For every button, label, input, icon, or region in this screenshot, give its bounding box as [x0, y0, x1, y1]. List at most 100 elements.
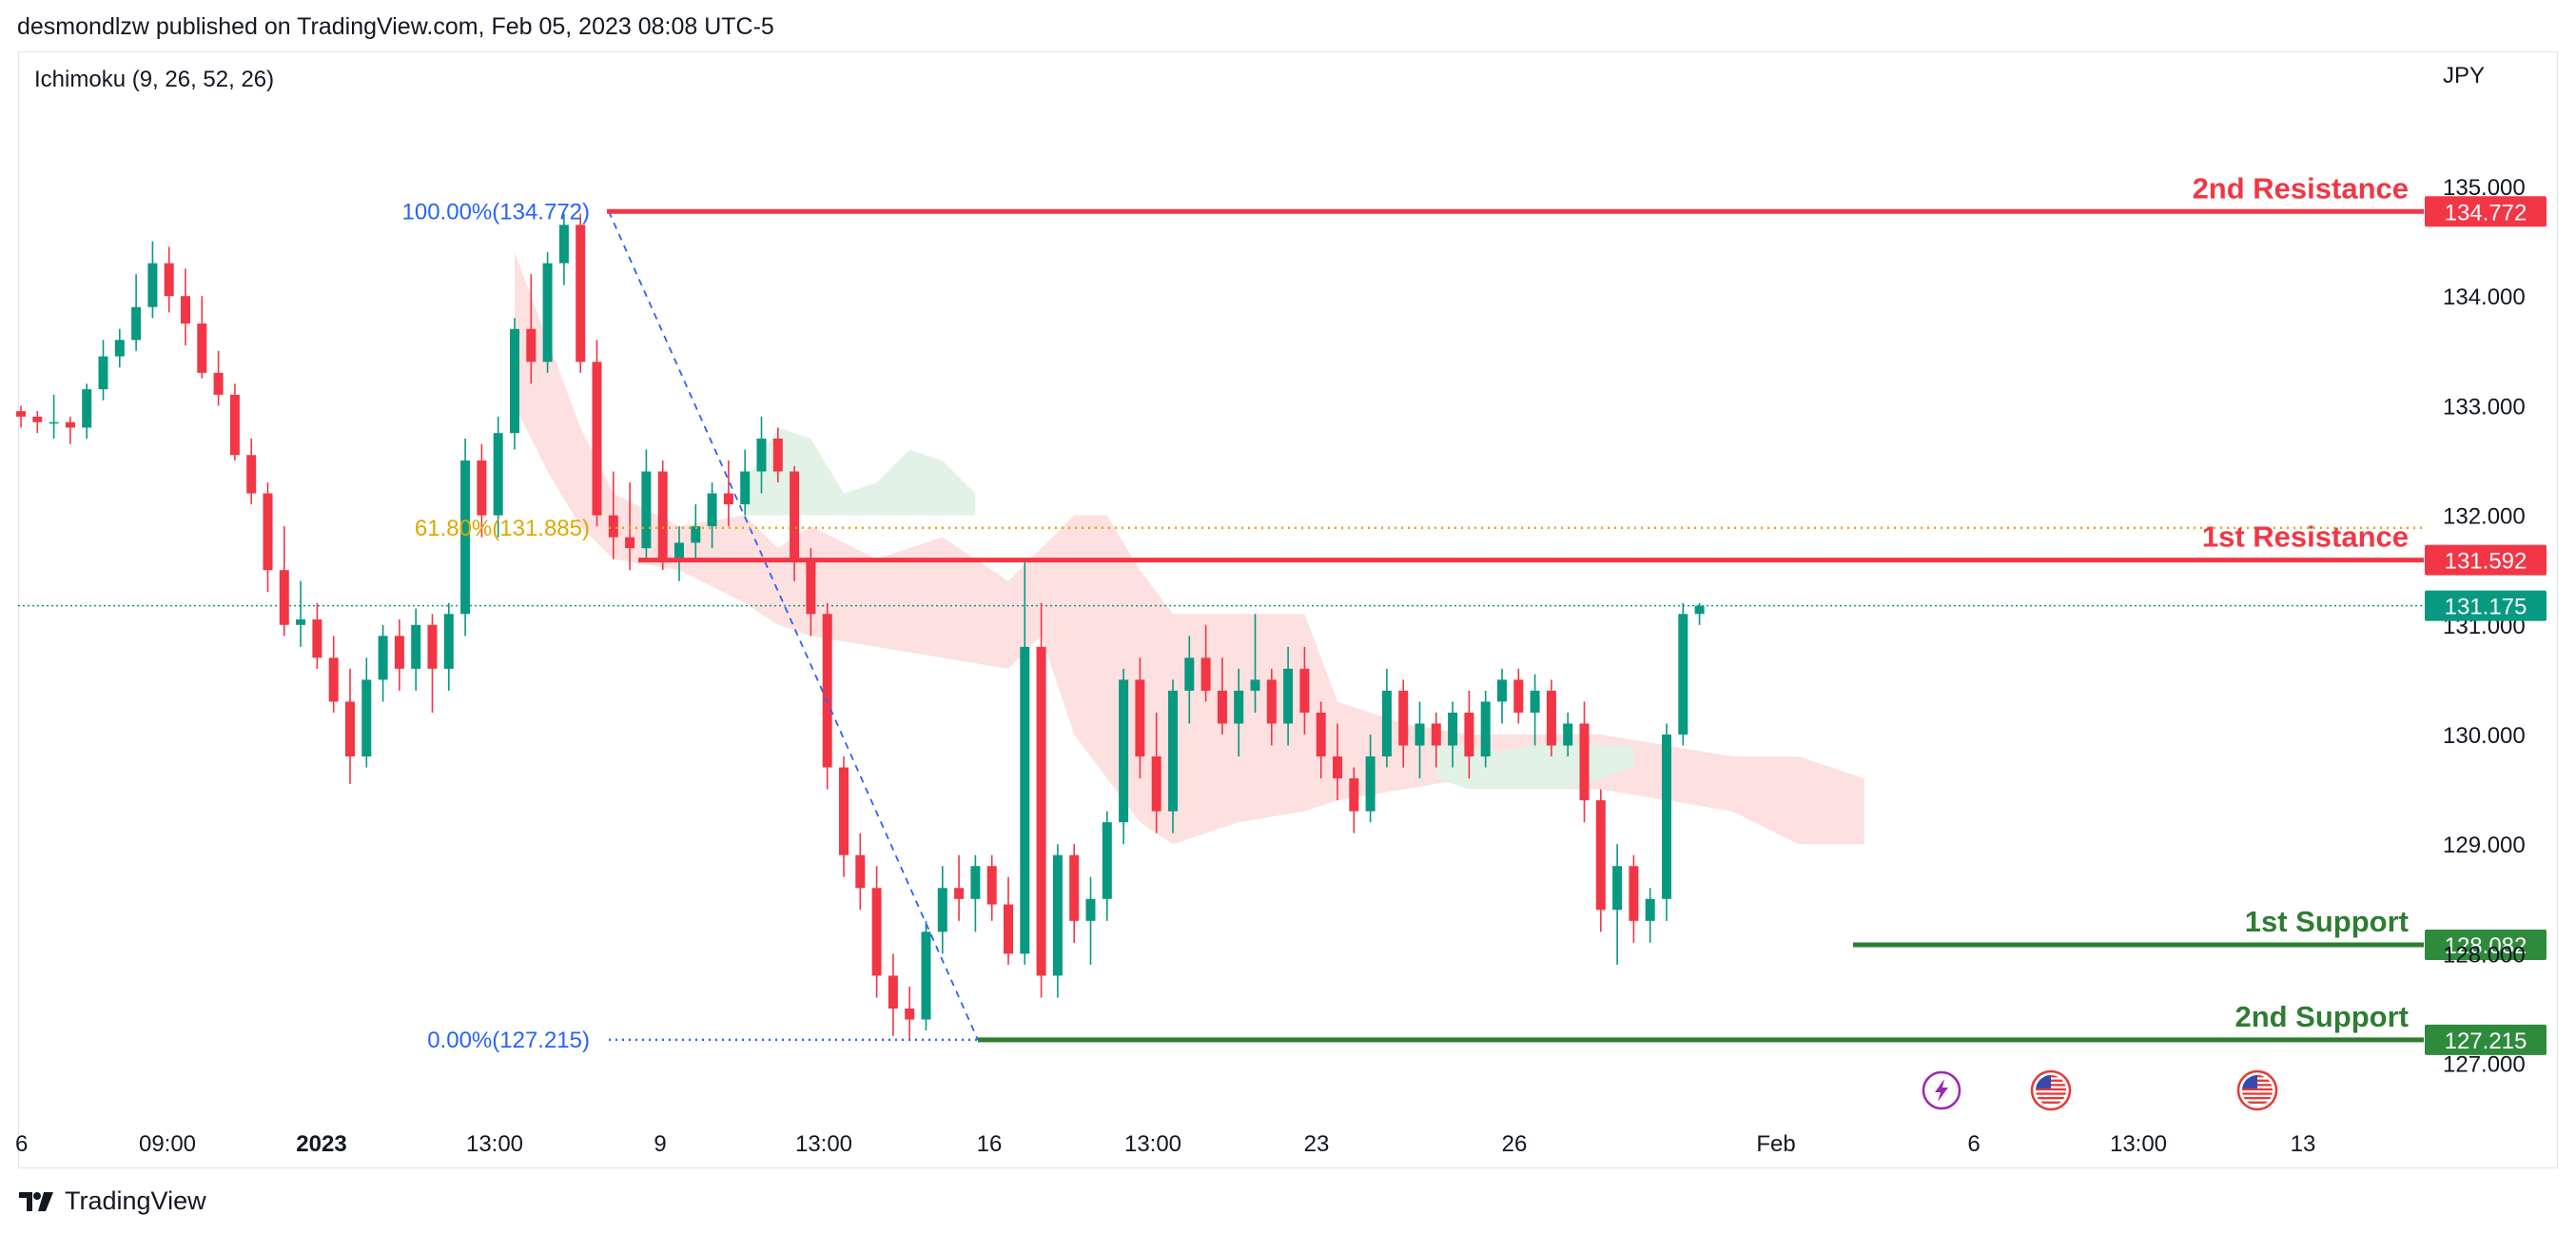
- candle-body: [263, 493, 273, 571]
- lightning-shape: [1935, 1079, 1948, 1102]
- candle-body: [147, 263, 158, 307]
- candle-body: [806, 559, 816, 615]
- level-price-badge: [2425, 196, 2547, 227]
- candle-body: [986, 866, 997, 905]
- candle-body: [1266, 679, 1277, 724]
- candle-body: [510, 328, 519, 434]
- price-tick-label: 127.000: [2443, 1052, 2526, 1078]
- candle-body: [772, 438, 783, 472]
- candle-body: [246, 455, 257, 494]
- kumo-bearish-3: [515, 252, 1864, 845]
- candle-body: [181, 296, 190, 323]
- candle-body: [328, 657, 339, 702]
- price-tick-label: 133.000: [2443, 394, 2526, 420]
- candle-body: [1381, 690, 1392, 757]
- candle-body: [1135, 679, 1145, 757]
- candle-body: [378, 636, 388, 680]
- indicator-legend[interactable]: Ichimoku (9, 26, 52, 26): [34, 67, 275, 92]
- time-tick-label: 13:00: [1124, 1131, 1181, 1157]
- candle-body: [937, 888, 947, 932]
- candle-body: [625, 537, 635, 549]
- chart-frame[interactable]: [18, 51, 2558, 1168]
- candle-body: [1579, 723, 1590, 801]
- candle-body: [427, 624, 438, 669]
- time-tick-label: 6: [1967, 1131, 1980, 1157]
- us-flag-event-icon[interactable]: [2030, 1069, 2072, 1111]
- candle-body: [16, 411, 26, 417]
- time-tick-label: 26: [1502, 1131, 1528, 1157]
- candle-body: [114, 340, 125, 357]
- time-tick-label: 13:00: [466, 1131, 523, 1157]
- candle-body: [674, 542, 684, 559]
- flag-stripe: [2036, 1088, 2066, 1091]
- candle-body: [1530, 690, 1540, 713]
- fibonacci-retracement: 100.00%(134.772) 61.80%(131.885) 0.00%(127…: [402, 199, 2424, 1053]
- lightning-event-icon[interactable]: [1922, 1070, 1961, 1110]
- time-tick-label: Feb: [1756, 1131, 1795, 1157]
- price-tick-label: 134.000: [2443, 284, 2526, 310]
- flag-stripe: [2242, 1101, 2273, 1104]
- candle-body: [361, 679, 372, 757]
- time-tick-label: 23: [1304, 1131, 1330, 1157]
- candle-body: [1085, 898, 1096, 921]
- price-tick-label: 132.000: [2443, 504, 2526, 530]
- candle-body: [1316, 712, 1326, 757]
- candle-body: [98, 356, 108, 390]
- flag-stripe: [2242, 1092, 2273, 1095]
- price-tick-label: 128.000: [2443, 942, 2526, 968]
- candle-body: [1184, 657, 1195, 691]
- event-markers[interactable]: [1922, 1069, 2278, 1111]
- candle-body: [954, 888, 965, 899]
- flag-stripe: [2036, 1092, 2066, 1095]
- candle-body: [1415, 723, 1425, 746]
- candle-body: [345, 701, 355, 757]
- level-title: 1st Support: [2245, 905, 2409, 938]
- support-resistance-levels: 2nd Resistance 134.772 1st Resistance 131.5…: [607, 171, 2547, 1055]
- candle-body: [608, 515, 618, 538]
- candle-body: [1448, 712, 1458, 746]
- candle-body: [790, 471, 800, 559]
- currency-label: JPY: [2443, 63, 2486, 88]
- time-tick-label: 13:00: [795, 1131, 852, 1157]
- candle-body: [1513, 679, 1524, 713]
- candles: [16, 213, 1705, 1040]
- candle-body: [1563, 723, 1573, 746]
- tradingview-footer[interactable]: TradingView: [19, 1186, 206, 1216]
- us-flag-event-icon[interactable]: [2236, 1069, 2278, 1111]
- candle-body: [1250, 679, 1260, 691]
- candle-body: [1480, 701, 1491, 757]
- candle-body: [65, 421, 75, 428]
- fib-label: 100.00%(134.772): [402, 199, 590, 225]
- time-tick-label: 16: [977, 1131, 1003, 1157]
- candle-body: [576, 225, 586, 363]
- candle-body: [229, 394, 240, 456]
- time-axis[interactable]: 6 09:00 2023 13:00 9 13:00 16 13:00 23 26 Feb 6 13:0…: [15, 1131, 2315, 1157]
- candle-body: [905, 1009, 915, 1020]
- candle-body: [691, 526, 701, 543]
- candle-body: [131, 306, 142, 341]
- time-tick-label: 9: [654, 1131, 666, 1157]
- tradingview-brand: TradingView: [65, 1186, 206, 1215]
- candle-body: [1333, 756, 1342, 779]
- candle-body: [443, 614, 454, 669]
- flag-stripe: [2036, 1097, 2066, 1100]
- candle-body: [1497, 679, 1507, 702]
- candle-body: [1398, 690, 1409, 746]
- candle-body: [197, 323, 207, 373]
- candle-body: [871, 888, 882, 976]
- price-tick-label: 135.000: [2443, 175, 2526, 201]
- candle-body: [1036, 646, 1046, 976]
- level-price-badge: [2425, 1024, 2547, 1055]
- flag-stripe: [2242, 1097, 2273, 1100]
- kumo-bullish-0: [745, 427, 976, 516]
- candle-body: [312, 619, 322, 658]
- candle-body: [1595, 800, 1606, 911]
- candle-body: [460, 461, 471, 615]
- price-axis[interactable]: 135.000134.000133.000132.000131.000130.0…: [2425, 175, 2547, 1078]
- candle-body: [1102, 822, 1112, 899]
- candle-body: [641, 471, 652, 549]
- candle-body: [558, 225, 569, 264]
- candle-body: [1349, 778, 1359, 812]
- candle-body: [1365, 756, 1376, 812]
